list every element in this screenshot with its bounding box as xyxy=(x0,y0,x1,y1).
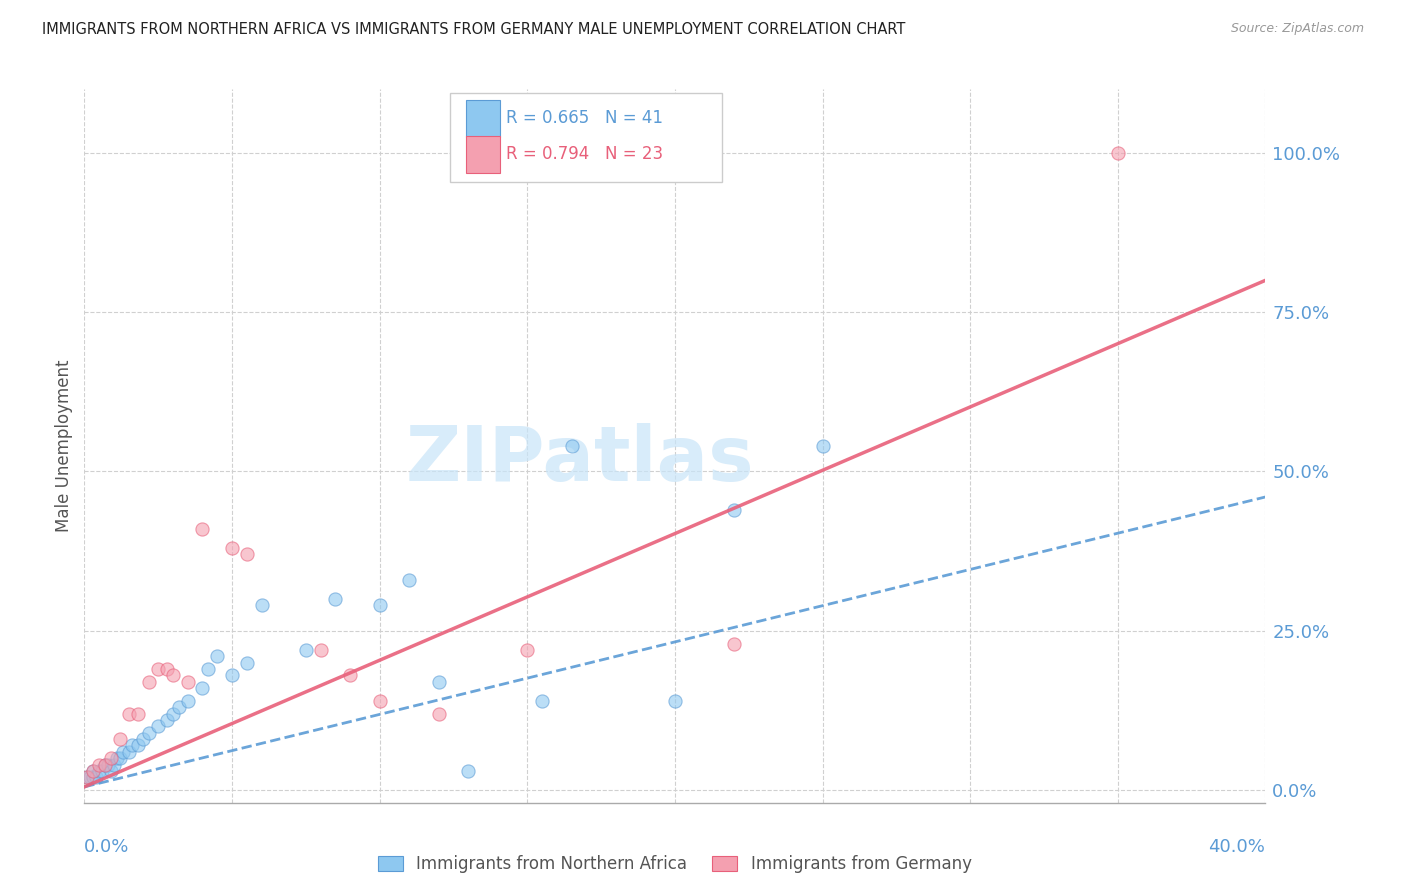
Point xyxy=(398,573,420,587)
Point xyxy=(132,732,155,747)
Point xyxy=(100,764,122,778)
Point xyxy=(323,591,347,606)
Y-axis label: Male Unemployment: Male Unemployment xyxy=(55,359,73,533)
Point xyxy=(118,745,141,759)
Point xyxy=(94,757,117,772)
Point xyxy=(368,694,391,708)
Point xyxy=(811,439,834,453)
Point xyxy=(103,757,125,772)
Text: 0.0%: 0.0% xyxy=(84,838,129,855)
Text: 40.0%: 40.0% xyxy=(1209,838,1265,855)
Point xyxy=(76,770,98,784)
Point xyxy=(530,694,553,708)
Point xyxy=(105,751,128,765)
Text: R = 0.794   N = 23: R = 0.794 N = 23 xyxy=(506,145,664,163)
Point xyxy=(127,739,149,753)
Point xyxy=(221,668,243,682)
Point xyxy=(108,732,131,747)
Point xyxy=(148,719,170,733)
Point xyxy=(138,674,160,689)
Point xyxy=(89,764,111,778)
Text: IMMIGRANTS FROM NORTHERN AFRICA VS IMMIGRANTS FROM GERMANY MALE UNEMPLOYMENT COR: IMMIGRANTS FROM NORTHERN AFRICA VS IMMIG… xyxy=(42,22,905,37)
Point xyxy=(339,668,361,682)
Point xyxy=(427,674,450,689)
Point xyxy=(368,599,391,613)
FancyBboxPatch shape xyxy=(450,93,723,182)
Point xyxy=(221,541,243,555)
Point xyxy=(82,770,104,784)
Point xyxy=(76,770,98,784)
Point xyxy=(205,649,228,664)
Point xyxy=(89,757,111,772)
Point xyxy=(97,757,120,772)
Point xyxy=(82,764,104,778)
Point xyxy=(191,681,214,695)
Point xyxy=(84,770,107,784)
Text: ZIPatlas: ZIPatlas xyxy=(406,424,755,497)
Point xyxy=(162,668,184,682)
Point xyxy=(295,643,318,657)
Text: R = 0.665   N = 41: R = 0.665 N = 41 xyxy=(506,110,664,128)
Point xyxy=(723,636,745,650)
Point xyxy=(94,757,117,772)
Point xyxy=(236,547,259,561)
Point xyxy=(560,439,583,453)
FancyBboxPatch shape xyxy=(465,100,501,137)
Point xyxy=(250,599,273,613)
Point xyxy=(91,764,114,778)
Point xyxy=(79,770,101,784)
Point xyxy=(138,725,160,739)
Point xyxy=(664,694,686,708)
Point xyxy=(1107,145,1129,160)
FancyBboxPatch shape xyxy=(465,136,501,173)
Text: Source: ZipAtlas.com: Source: ZipAtlas.com xyxy=(1230,22,1364,36)
Point xyxy=(156,713,179,727)
Point xyxy=(100,751,122,765)
Point xyxy=(427,706,450,721)
Point xyxy=(82,764,104,778)
Point xyxy=(162,706,184,721)
Point xyxy=(167,700,190,714)
Point xyxy=(177,674,200,689)
Point xyxy=(121,739,143,753)
Point xyxy=(236,656,259,670)
Legend: Immigrants from Northern Africa, Immigrants from Germany: Immigrants from Northern Africa, Immigra… xyxy=(371,849,979,880)
Point xyxy=(457,764,479,778)
Point xyxy=(191,522,214,536)
Point xyxy=(111,745,134,759)
Point xyxy=(309,643,332,657)
Point xyxy=(127,706,149,721)
Point xyxy=(156,662,179,676)
Point xyxy=(177,694,200,708)
Point xyxy=(516,643,538,657)
Point xyxy=(118,706,141,721)
Point xyxy=(197,662,219,676)
Point xyxy=(108,751,131,765)
Point xyxy=(148,662,170,676)
Point xyxy=(723,502,745,516)
